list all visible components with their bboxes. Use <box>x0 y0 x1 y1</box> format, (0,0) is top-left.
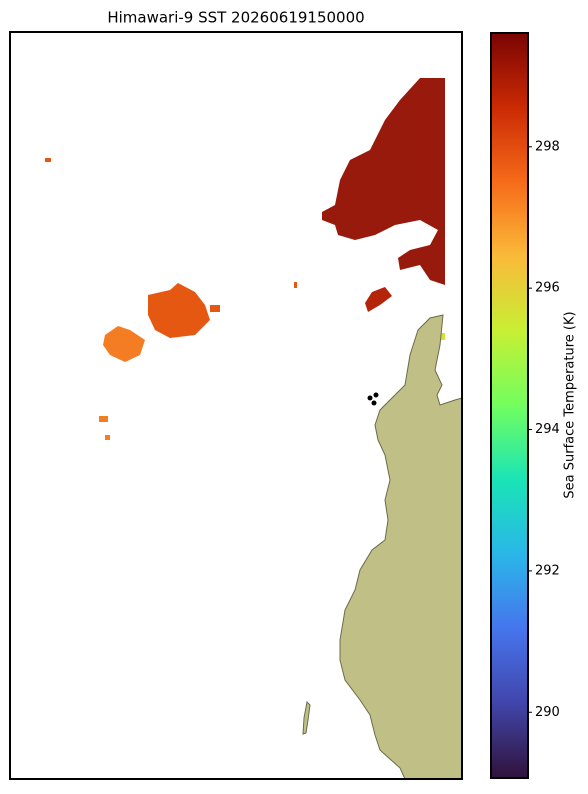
sst-patch <box>210 305 220 312</box>
sst-orange-region <box>103 326 145 362</box>
sst-patch <box>294 282 297 288</box>
land <box>339 314 462 779</box>
colorbar-tick-label: 296 <box>535 281 560 296</box>
colorbar-tick-label: 298 <box>535 139 560 154</box>
sst-patch <box>99 416 108 422</box>
colorbar-tick-label: 290 <box>535 705 560 720</box>
map-title: Himawari-9 SST 20260619150000 <box>107 9 364 27</box>
sst-patch <box>105 435 110 440</box>
sst-warm-region <box>322 78 445 285</box>
map-frame <box>9 31 463 780</box>
point <box>371 400 377 406</box>
sst-patch <box>45 158 51 162</box>
sst-orange-region <box>148 283 210 338</box>
sst-warm-patch <box>365 287 392 312</box>
point <box>367 395 373 401</box>
colorbar-label: Sea Surface Temperature (K) <box>563 311 578 498</box>
colorbar-tick-label: 294 <box>535 422 560 437</box>
colorbar-tick-label: 292 <box>535 563 560 578</box>
map-area <box>45 78 462 779</box>
sst-patch <box>440 333 445 340</box>
island <box>302 700 311 735</box>
point <box>373 392 379 398</box>
colorbar <box>490 32 529 779</box>
